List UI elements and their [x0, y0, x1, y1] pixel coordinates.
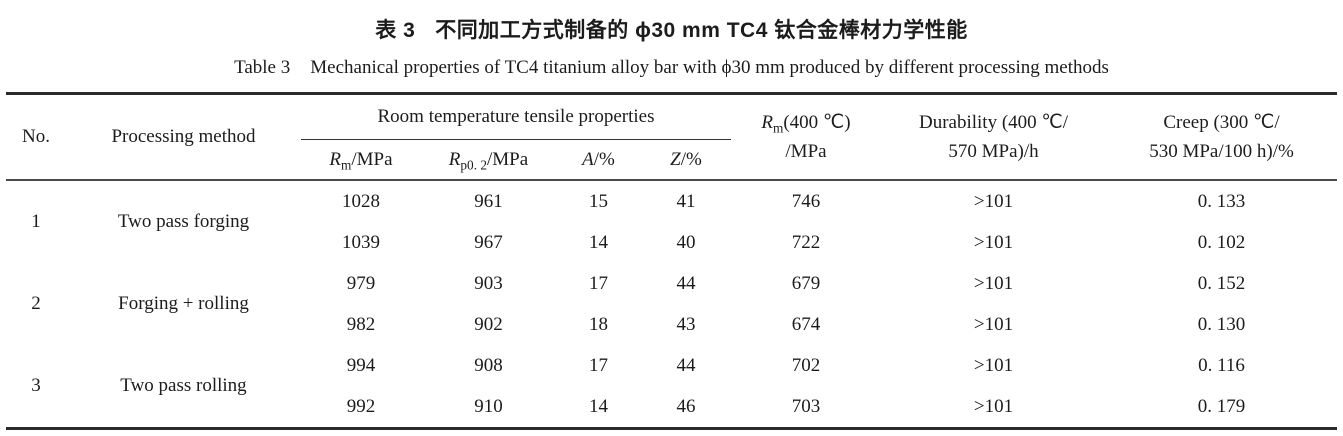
cell-z: 46: [676, 395, 696, 417]
cell-rp02: 910: [474, 395, 503, 417]
table-caption-zh-text: 不同加工方式制备的 ϕ30 mm TC4 钛合金棒材力学性能: [435, 19, 968, 42]
group-method: Two pass forging: [117, 211, 250, 232]
group-no: 1: [31, 211, 41, 232]
cell-z: 43: [676, 313, 696, 335]
rm-subscript: m: [341, 157, 352, 173]
rp02-unit: /MPa: [487, 148, 529, 170]
cell-a: 18: [589, 313, 608, 335]
cell-rp02: 961: [474, 190, 503, 212]
cell-creep: 0. 179: [1197, 395, 1246, 417]
cell-rm: 979: [346, 272, 376, 294]
cell-durability: >101: [973, 190, 1014, 212]
table-row: 982 902 18 43 674 >101 0. 130: [6, 304, 1337, 345]
group-no: 2: [31, 293, 41, 314]
cell-durability: >101: [973, 354, 1014, 376]
cell-rm: 982: [346, 313, 376, 335]
cell-rm400: 674: [791, 313, 821, 335]
header-rm: Rm/MPa: [301, 140, 421, 181]
cell-a: 14: [589, 395, 608, 417]
rm-symbol: R: [329, 148, 342, 170]
cell-durability: >101: [973, 231, 1014, 253]
cell-a: 17: [589, 354, 608, 376]
table-caption-en: Table 3 Mechanical properties of TC4 tita…: [6, 57, 1337, 79]
cell-rm400: 679: [791, 272, 821, 294]
cell-rm: 1039: [342, 231, 380, 253]
cell-z: 41: [676, 190, 696, 212]
cell-a: 15: [589, 190, 608, 212]
cell-rp02: 903: [474, 272, 503, 294]
header-rp02: Rp0. 2/MPa: [421, 140, 556, 181]
cell-z: 44: [676, 354, 696, 376]
table-row: 2 Forging + rolling 979 903 17 44 679 >1…: [6, 263, 1337, 315]
rm-unit: /MPa: [351, 148, 393, 170]
cell-rm400: 722: [791, 231, 821, 253]
header-rm-400: Rm(400 ℃) /MPa: [731, 94, 881, 181]
header-a: A/%: [556, 140, 641, 181]
table-caption-en-text: Mechanical properties of TC4 titanium al…: [310, 57, 1109, 78]
rm400-subscript: m: [773, 120, 784, 136]
cell-creep: 0. 102: [1197, 231, 1246, 253]
cell-creep: 0. 133: [1197, 190, 1246, 212]
cell-rp02: 967: [474, 231, 503, 253]
cell-z: 44: [676, 272, 696, 294]
creep-line1: Creep (300 ℃/: [1163, 111, 1280, 133]
rm400-rest: (400 ℃): [783, 111, 851, 133]
cell-rm400: 746: [791, 190, 821, 212]
cell-durability: >101: [973, 395, 1014, 417]
rp02-symbol: R: [448, 148, 461, 170]
table-caption-en-label: Table 3: [234, 57, 291, 78]
cell-rp02: 902: [474, 313, 503, 335]
cell-a: 14: [589, 231, 608, 253]
z-symbol: Z: [670, 148, 681, 170]
header-processing-method: Processing method: [111, 126, 256, 147]
cell-creep: 0. 130: [1197, 313, 1246, 335]
group-method: Forging + rolling: [118, 293, 249, 314]
cell-rp02: 908: [474, 354, 503, 376]
rm400-symbol: R: [761, 111, 773, 133]
a-symbol: A: [582, 148, 594, 170]
table-caption-zh-label: 表 3: [375, 19, 416, 42]
mechanical-properties-table: No. Processing method Room temperature t…: [6, 92, 1337, 430]
creep-line2: 530 MPa/100 h)/%: [1149, 141, 1294, 162]
header-room-temp-group-label: Room temperature tensile properties: [377, 105, 655, 127]
z-unit: /%: [680, 148, 702, 170]
a-unit: /%: [593, 148, 615, 170]
cell-rm: 992: [346, 395, 376, 417]
durability-line1: Durability (400 ℃/: [918, 111, 1069, 133]
header-durability: Durability (400 ℃/ 570 MPa)/h: [881, 94, 1106, 181]
table-row: 1 Two pass forging 1028 961 15 41 746 >1…: [6, 180, 1337, 233]
table-caption-zh: 表 3 不同加工方式制备的 ϕ30 mm TC4 钛合金棒材力学性能: [6, 14, 1337, 44]
cell-creep: 0. 152: [1197, 272, 1246, 294]
cell-z: 40: [676, 231, 696, 253]
cell-a: 17: [589, 272, 608, 294]
cell-rm400: 703: [791, 395, 821, 417]
header-creep: Creep (300 ℃/ 530 MPa/100 h)/%: [1106, 94, 1337, 181]
cell-rm: 994: [346, 354, 376, 376]
cell-durability: >101: [973, 272, 1014, 294]
cell-creep: 0. 116: [1198, 354, 1245, 376]
durability-line2: 570 MPa)/h: [948, 141, 1039, 162]
cell-durability: >101: [973, 313, 1014, 335]
table-row: 1039 967 14 40 722 >101 0. 102: [6, 222, 1337, 263]
cell-rm: 1028: [342, 190, 380, 212]
rp02-subscript: p0. 2: [460, 157, 487, 173]
rm400-unit: /MPa: [785, 141, 827, 162]
header-room-temp-group: Room temperature tensile properties: [301, 93, 731, 140]
header-no: No.: [22, 126, 50, 147]
group-no: 3: [31, 375, 41, 396]
table-row: 992 910 14 46 703 >101 0. 179: [6, 386, 1337, 429]
cell-rm400: 702: [791, 354, 821, 376]
table-row: 3 Two pass rolling 994 908 17 44 702 >10…: [6, 345, 1337, 397]
header-z: Z/%: [641, 140, 731, 181]
group-method: Two pass rolling: [120, 375, 247, 396]
